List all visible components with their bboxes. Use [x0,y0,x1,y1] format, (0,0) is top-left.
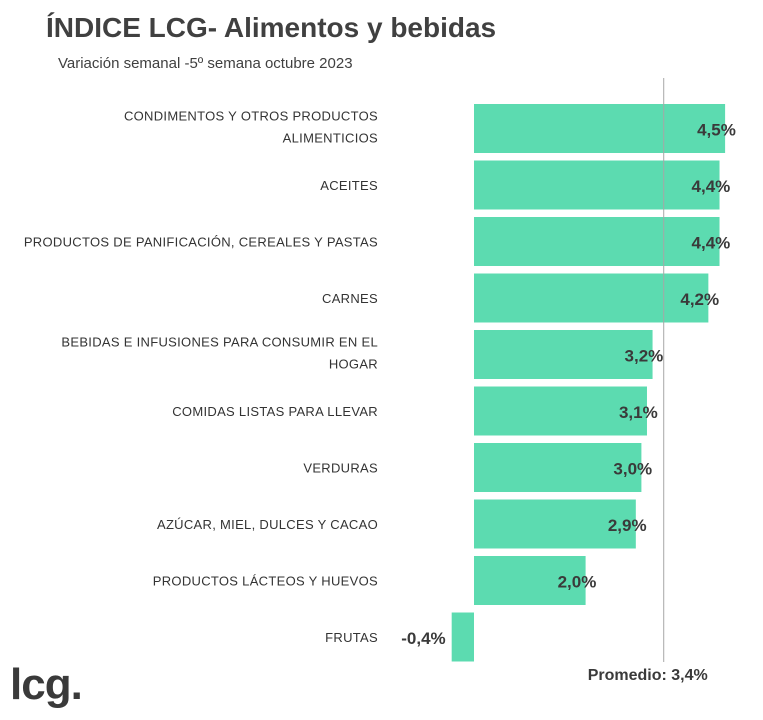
value-label: 3,2% [625,347,664,366]
value-label: 3,1% [619,403,658,422]
bar [474,330,653,379]
category-label: VERDURAS [303,461,378,476]
category-label: AZÚCAR, MIEL, DULCES Y CACAO [157,517,378,532]
value-label: 4,2% [680,290,719,309]
category-label: BEBIDAS E INFUSIONES PARA CONSUMIR EN EL… [61,335,378,372]
bar [474,273,709,323]
category-label: ACEITES [320,178,378,193]
average-label: Promedio: 3,4% [588,667,708,684]
lcg-logo: lcg. [10,660,83,709]
value-label: 3,0% [613,460,652,479]
category-label: FRUTAS [325,630,378,645]
bar [474,104,726,153]
bar [474,386,647,436]
value-label: 2,0% [558,573,597,592]
bar [474,443,642,492]
category-label: PRODUCTOS LÁCTEOS Y HUEVOS [153,574,378,589]
value-label: 2,9% [608,516,647,535]
category-label: PRODUCTOS DE PANIFICACIÓN, CEREALES Y PA… [24,235,378,250]
bar [474,160,720,210]
chart-title: ÍNDICE LCG- Alimentos y bebidas [46,12,497,43]
bar [474,217,720,266]
category-label: COMIDAS LISTAS PARA LLEVAR [172,404,378,419]
bar [451,612,474,662]
bar [474,499,636,549]
bar [474,556,586,605]
category-label: CARNES [322,291,378,306]
chart-subtitle: Variación semanal -5º semana octubre 202… [58,55,353,72]
value-label: 4,5% [697,121,736,140]
value-label: 4,4% [692,177,731,196]
value-label: 4,4% [692,234,731,253]
category-label: CONDIMENTOS Y OTROS PRODUCTOS ALIMENTICIO… [124,109,378,146]
value-label: -0,4% [401,629,445,648]
